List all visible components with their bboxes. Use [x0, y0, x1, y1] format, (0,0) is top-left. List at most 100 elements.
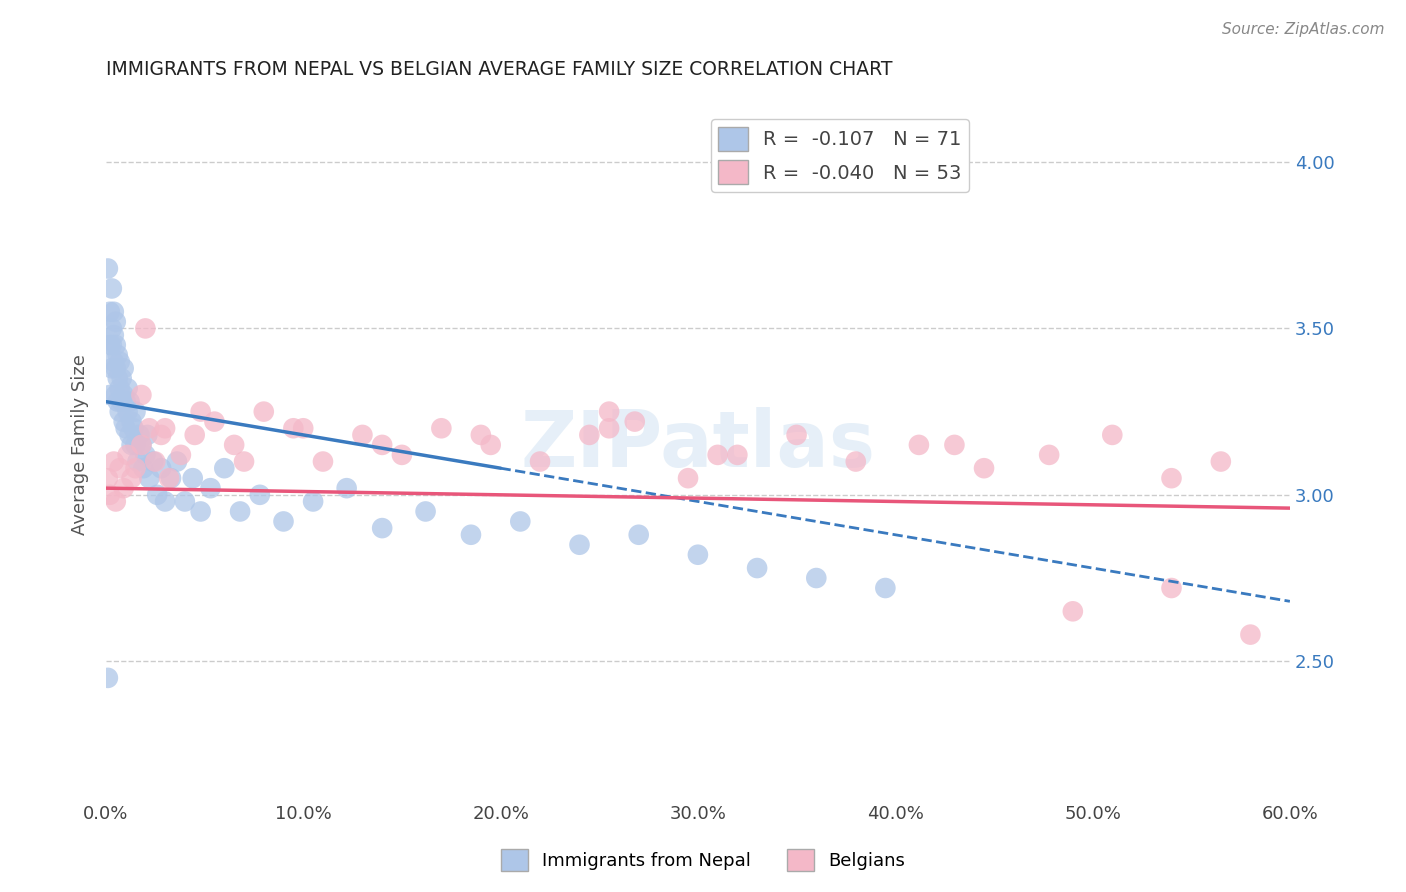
- Point: [1101, 428, 1123, 442]
- Point: [111, 371, 134, 385]
- Point: [173, 494, 195, 508]
- Point: [253, 404, 276, 418]
- Point: [153, 421, 176, 435]
- Point: [676, 471, 699, 485]
- Point: [1209, 454, 1232, 468]
- Point: [124, 461, 146, 475]
- Point: [200, 481, 222, 495]
- Point: [529, 454, 551, 468]
- Point: [568, 538, 591, 552]
- Point: [973, 461, 995, 475]
- Point: [104, 388, 127, 402]
- Point: [336, 481, 359, 495]
- Point: [121, 438, 143, 452]
- Point: [124, 404, 146, 418]
- Point: [283, 421, 305, 435]
- Point: [134, 321, 156, 335]
- Point: [150, 428, 173, 442]
- Point: [1239, 627, 1261, 641]
- Point: [170, 448, 193, 462]
- Point: [806, 571, 828, 585]
- Point: [273, 515, 295, 529]
- Point: [470, 428, 492, 442]
- Point: [97, 471, 120, 485]
- Point: [114, 421, 136, 435]
- Point: [725, 448, 748, 462]
- Point: [122, 421, 145, 435]
- Point: [183, 428, 205, 442]
- Point: [292, 421, 315, 435]
- Point: [1038, 448, 1060, 462]
- Point: [150, 461, 173, 475]
- Point: [104, 494, 127, 508]
- Point: [371, 521, 394, 535]
- Point: [598, 421, 620, 435]
- Point: [104, 315, 127, 329]
- Text: ZIPatlas: ZIPatlas: [520, 407, 876, 483]
- Point: [623, 415, 645, 429]
- Point: [391, 448, 413, 462]
- Point: [101, 361, 124, 376]
- Text: Source: ZipAtlas.com: Source: ZipAtlas.com: [1222, 22, 1385, 37]
- Point: [104, 361, 127, 376]
- Point: [98, 338, 121, 352]
- Point: [127, 454, 149, 468]
- Point: [214, 461, 236, 475]
- Point: [117, 381, 139, 395]
- Point: [97, 261, 120, 276]
- Point: [121, 415, 143, 429]
- Point: [103, 305, 125, 319]
- Point: [107, 348, 129, 362]
- Point: [578, 428, 600, 442]
- Point: [312, 454, 335, 468]
- Point: [104, 338, 127, 352]
- Point: [131, 438, 153, 452]
- Point: [146, 488, 169, 502]
- Point: [160, 471, 183, 485]
- Point: [118, 394, 141, 409]
- Point: [229, 504, 252, 518]
- Point: [101, 338, 124, 352]
- Point: [302, 494, 325, 508]
- Point: [117, 448, 139, 462]
- Point: [138, 471, 160, 485]
- Point: [233, 454, 256, 468]
- Point: [138, 421, 160, 435]
- Legend: Immigrants from Nepal, Belgians: Immigrants from Nepal, Belgians: [494, 842, 912, 879]
- Point: [479, 438, 502, 452]
- Point: [1160, 471, 1182, 485]
- Point: [371, 438, 394, 452]
- Point: [108, 381, 131, 395]
- Point: [598, 404, 620, 418]
- Point: [1160, 581, 1182, 595]
- Point: [98, 488, 121, 502]
- Point: [204, 415, 226, 429]
- Point: [627, 528, 650, 542]
- Point: [1062, 604, 1084, 618]
- Point: [118, 428, 141, 442]
- Point: [249, 488, 271, 502]
- Point: [108, 404, 131, 418]
- Point: [108, 461, 131, 475]
- Point: [112, 388, 135, 402]
- Point: [112, 415, 135, 429]
- Point: [943, 438, 966, 452]
- Point: [157, 471, 180, 485]
- Point: [108, 354, 131, 368]
- Point: [128, 428, 150, 442]
- Point: [460, 528, 482, 542]
- Point: [121, 471, 143, 485]
- Point: [98, 388, 121, 402]
- Point: [103, 354, 125, 368]
- Point: [908, 438, 931, 452]
- Point: [143, 454, 166, 468]
- Point: [845, 454, 868, 468]
- Point: [112, 481, 135, 495]
- Point: [98, 305, 121, 319]
- Point: [190, 504, 212, 518]
- Y-axis label: Average Family Size: Average Family Size: [72, 354, 89, 535]
- Legend: R =  -0.107   N = 71, R =  -0.040   N = 53: R = -0.107 N = 71, R = -0.040 N = 53: [710, 120, 969, 192]
- Point: [430, 421, 453, 435]
- Point: [352, 428, 374, 442]
- Point: [112, 361, 135, 376]
